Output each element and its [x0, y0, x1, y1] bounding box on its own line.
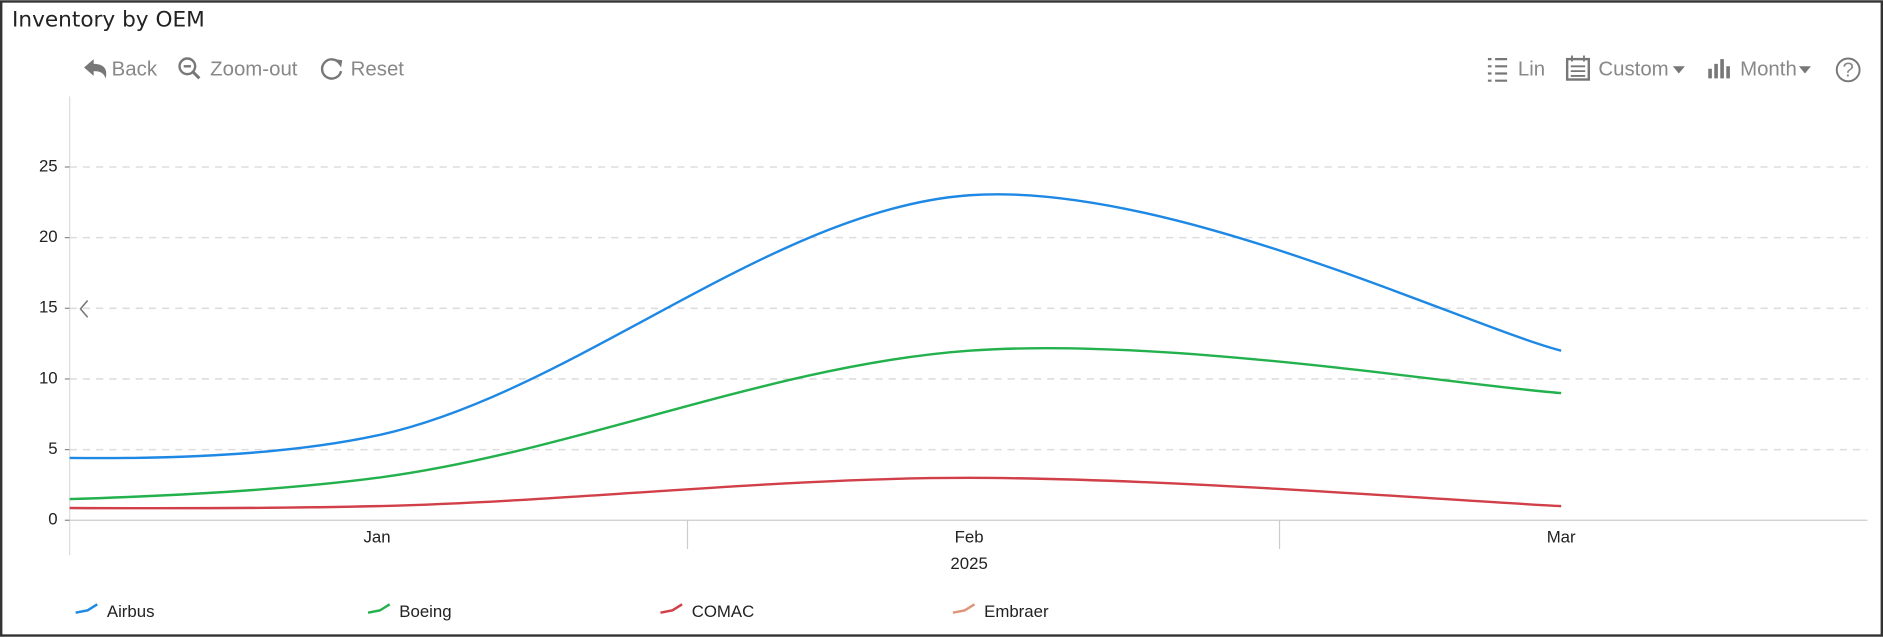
- y-tick-label: 0: [48, 510, 57, 529]
- legend-swatch: [367, 603, 391, 614]
- legend-label: Airbus: [107, 602, 155, 621]
- legend-label: Embraer: [984, 602, 1049, 621]
- reset-button[interactable]: Reset: [320, 58, 405, 80]
- x-tick-label: Jan: [364, 528, 391, 547]
- series-line: [69, 476, 1562, 510]
- back-button[interactable]: Back: [84, 58, 158, 80]
- help-label: ?: [1842, 60, 1853, 82]
- zoom-icon: [192, 71, 201, 80]
- plot-area: [69, 193, 1562, 510]
- legend-label: COMAC: [692, 602, 755, 621]
- back-label: Back: [112, 58, 158, 80]
- series-line: [69, 346, 1562, 501]
- scale-label: Lin: [1518, 58, 1545, 80]
- y-tick-label: 20: [39, 227, 58, 246]
- zoom-out-button[interactable]: Zoom-out: [178, 57, 298, 80]
- help-icon: [1835, 57, 1861, 83]
- reset-icon: [335, 59, 343, 68]
- zoom-out-label: Zoom-out: [210, 58, 298, 80]
- y-tick-label: 25: [39, 156, 58, 175]
- y-tick-label: 10: [39, 368, 58, 387]
- calendar-icon: [1565, 57, 1590, 81]
- reset-icon: [320, 58, 343, 80]
- y-tick-label: 5: [48, 439, 57, 458]
- range-button[interactable]: Custom: [1565, 55, 1685, 81]
- reset-label: Reset: [351, 58, 405, 80]
- title: Inventory by OEM: [12, 8, 205, 33]
- list-icon: [1487, 58, 1508, 82]
- scroll-left[interactable]: [79, 299, 89, 318]
- legend-label: Boeing: [399, 602, 451, 621]
- legend-swatch: [952, 603, 976, 614]
- period-label: Month: [1740, 58, 1797, 80]
- x-tick-label: Mar: [1547, 528, 1576, 547]
- x-group-label: 2025: [950, 554, 987, 573]
- scale-button[interactable]: Lin: [1487, 58, 1545, 82]
- zoom-icon: [178, 57, 197, 76]
- legend-swatch: [660, 603, 683, 614]
- legend-swatch: [75, 603, 98, 614]
- series-line: [69, 193, 1562, 460]
- period-button[interactable]: Month: [1708, 58, 1811, 80]
- help-button[interactable]: ?: [1835, 57, 1861, 83]
- bars-icon: [1708, 59, 1730, 79]
- back-icon: [84, 59, 107, 79]
- dropdown-arrow: [1798, 66, 1811, 74]
- calendar-icon: [1570, 55, 1586, 77]
- y-tick-label: 15: [39, 298, 58, 317]
- range-label: Custom: [1598, 58, 1668, 80]
- dropdown-arrow: [1672, 66, 1685, 74]
- x-tick-label: Feb: [955, 528, 984, 547]
